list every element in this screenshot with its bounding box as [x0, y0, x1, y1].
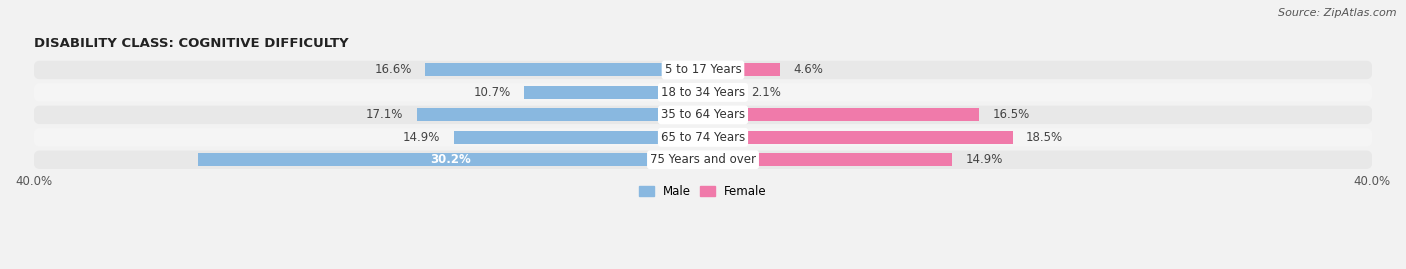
Bar — [703, 86, 738, 99]
FancyBboxPatch shape — [34, 151, 1372, 169]
FancyBboxPatch shape — [34, 128, 1372, 147]
Bar — [703, 63, 780, 76]
Text: 18 to 34 Years: 18 to 34 Years — [661, 86, 745, 99]
Text: 4.6%: 4.6% — [793, 63, 824, 76]
Text: 30.2%: 30.2% — [430, 153, 471, 166]
Text: 14.9%: 14.9% — [404, 131, 440, 144]
Text: 75 Years and over: 75 Years and over — [650, 153, 756, 166]
Text: 16.6%: 16.6% — [374, 63, 412, 76]
Text: 10.7%: 10.7% — [474, 86, 510, 99]
Text: DISABILITY CLASS: COGNITIVE DIFFICULTY: DISABILITY CLASS: COGNITIVE DIFFICULTY — [34, 37, 349, 49]
Bar — [703, 108, 979, 121]
Text: 2.1%: 2.1% — [752, 86, 782, 99]
Text: 5 to 17 Years: 5 to 17 Years — [665, 63, 741, 76]
Text: 14.9%: 14.9% — [966, 153, 1002, 166]
Text: 65 to 74 Years: 65 to 74 Years — [661, 131, 745, 144]
Text: 16.5%: 16.5% — [993, 108, 1029, 121]
Text: 18.5%: 18.5% — [1026, 131, 1063, 144]
Legend: Male, Female: Male, Female — [634, 180, 772, 203]
Bar — [425, 63, 703, 76]
Bar — [454, 131, 703, 144]
Text: 35 to 64 Years: 35 to 64 Years — [661, 108, 745, 121]
Bar — [703, 153, 952, 166]
Bar — [416, 108, 703, 121]
FancyBboxPatch shape — [34, 61, 1372, 79]
Bar — [524, 86, 703, 99]
FancyBboxPatch shape — [34, 106, 1372, 124]
Text: Source: ZipAtlas.com: Source: ZipAtlas.com — [1278, 8, 1396, 18]
FancyBboxPatch shape — [34, 83, 1372, 102]
Bar — [703, 131, 1012, 144]
Text: 17.1%: 17.1% — [366, 108, 404, 121]
Bar — [198, 153, 703, 166]
